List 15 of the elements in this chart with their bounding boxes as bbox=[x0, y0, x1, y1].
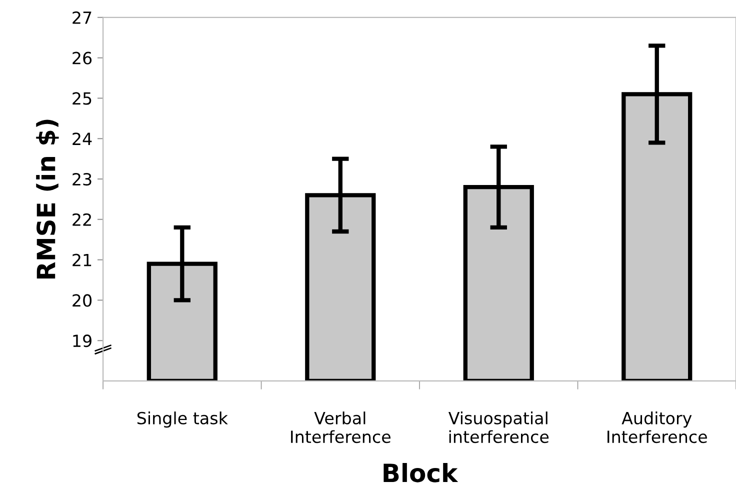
x-tick-label: Visuospatial interference bbox=[448, 412, 549, 444]
y-tick-label: 19 bbox=[73, 334, 92, 348]
y-tick-label: 26 bbox=[72, 52, 92, 64]
x-axis-title: Block bbox=[384, 462, 458, 482]
y-tick-label: 21 bbox=[72, 254, 92, 266]
y-tick-label: 27 bbox=[72, 11, 92, 24]
y-tick-label: 24 bbox=[72, 132, 92, 145]
y-tick-label: 22 bbox=[72, 213, 91, 226]
y-axis-title: RMSE (in $) bbox=[36, 120, 59, 279]
y-tick-label: 23 bbox=[72, 172, 92, 186]
y-tick-label: 20 bbox=[72, 294, 92, 307]
x-tick-label: Verbal Interference bbox=[291, 412, 390, 444]
x-tick-label: Single task bbox=[137, 412, 228, 428]
y-tick-label: 25 bbox=[72, 92, 92, 105]
x-tick-label: Auditory Interference bbox=[608, 412, 707, 444]
